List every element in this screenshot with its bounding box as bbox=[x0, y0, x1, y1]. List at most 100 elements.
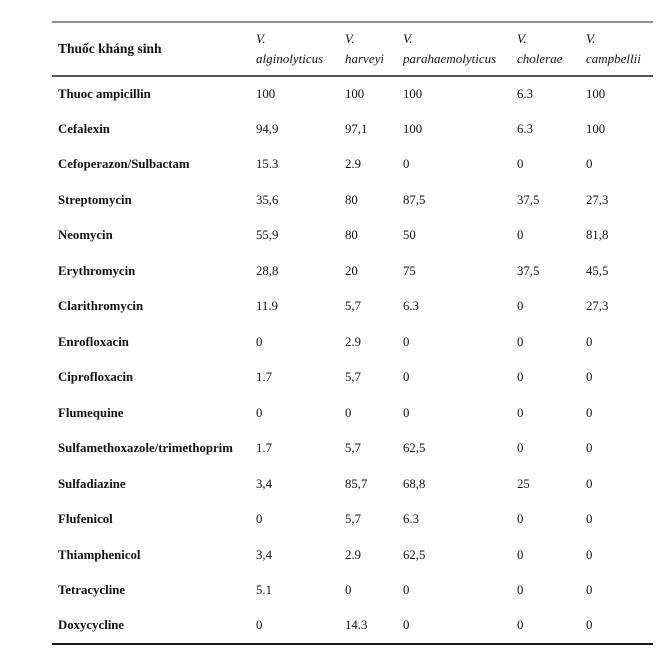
table-row: Sulfamethoxazole/trimethoprim 1.7 5,7 62… bbox=[52, 431, 653, 467]
value-cell: 1.7 bbox=[256, 370, 272, 385]
value-cell: 0 bbox=[586, 618, 593, 633]
value-cell: 6.3 bbox=[517, 86, 533, 101]
value-cell: 5,7 bbox=[345, 441, 361, 456]
value-cell: 5,7 bbox=[345, 299, 361, 314]
value-cell: 0 bbox=[586, 476, 593, 491]
column-header-species-harveyi: V. harveyi bbox=[345, 22, 403, 77]
value-cell: 0 bbox=[586, 583, 593, 598]
table-row: Cefalexin 94,9 97,1 100 6.3 100 bbox=[52, 112, 653, 148]
value-cell: 0 bbox=[517, 299, 524, 314]
column-header-species-parahaemolyticus: V. parahaemolyticus bbox=[403, 22, 517, 77]
table-row: Ciprofloxacin 1.7 5,7 0 0 0 bbox=[52, 360, 653, 396]
value-cell: 0 bbox=[517, 512, 524, 527]
species-genus: V. bbox=[403, 31, 413, 46]
species-name: harveyi bbox=[345, 51, 384, 66]
value-cell: 80 bbox=[345, 192, 358, 207]
value-cell: 0 bbox=[256, 512, 263, 527]
antibiotic-name: Cefalexin bbox=[58, 121, 110, 136]
value-cell: 5.1 bbox=[256, 583, 272, 598]
value-cell: 27,3 bbox=[586, 192, 609, 207]
value-cell: 68,8 bbox=[403, 476, 426, 491]
value-cell: 0 bbox=[403, 583, 410, 598]
antibiotic-susceptibility-table: Thuốc kháng sinh V. alginolyticus V. har… bbox=[52, 21, 653, 645]
antibiotic-name: Cefoperazon/Sulbactam bbox=[58, 157, 190, 172]
value-cell: 0 bbox=[586, 512, 593, 527]
value-cell: 15.3 bbox=[256, 157, 279, 172]
value-cell: 100 bbox=[586, 121, 606, 136]
value-cell: 0 bbox=[256, 405, 263, 420]
table-row: Thiamphenicol 3,4 2.9 62,5 0 0 bbox=[52, 538, 653, 574]
value-cell: 0 bbox=[403, 618, 410, 633]
value-cell: 2.9 bbox=[345, 334, 361, 349]
table-row: Thuoc ampicillin 100 100 100 6.3 100 bbox=[52, 76, 653, 112]
table-row: Doxycycline 0 14.3 0 0 0 bbox=[52, 609, 653, 645]
value-cell: 37,5 bbox=[517, 263, 540, 278]
value-cell: 11.9 bbox=[256, 299, 278, 314]
value-cell: 0 bbox=[586, 405, 593, 420]
antibiotic-name: Sulfadiazine bbox=[58, 476, 126, 491]
value-cell: 0 bbox=[256, 618, 263, 633]
species-genus: V. bbox=[586, 31, 596, 46]
value-cell: 0 bbox=[345, 583, 352, 598]
value-cell: 25 bbox=[517, 476, 530, 491]
value-cell: 45,5 bbox=[586, 263, 609, 278]
species-name: campbellii bbox=[586, 51, 641, 66]
value-cell: 0 bbox=[517, 334, 524, 349]
antibiotic-name: Ciprofloxacin bbox=[58, 370, 134, 385]
value-cell: 0 bbox=[586, 547, 593, 562]
species-name: parahaemolyticus bbox=[403, 51, 497, 66]
value-cell: 0 bbox=[586, 157, 593, 172]
table-row: Neomycin 55,9 80 50 0 81,8 bbox=[52, 218, 653, 254]
value-cell: 3,4 bbox=[256, 547, 272, 562]
antibiotic-name: Clarithromycin bbox=[58, 299, 144, 314]
value-cell: 35,6 bbox=[256, 192, 279, 207]
value-cell: 0 bbox=[517, 583, 524, 598]
value-cell: 3,4 bbox=[256, 476, 272, 491]
table-row: Flufenicol 0 5,7 6.3 0 0 bbox=[52, 502, 653, 538]
species-genus: V. bbox=[345, 31, 355, 46]
species-genus: V. bbox=[517, 31, 527, 46]
value-cell: 0 bbox=[517, 405, 524, 420]
value-cell: 2.9 bbox=[345, 547, 361, 562]
table-row: Tetracycline 5.1 0 0 0 0 bbox=[52, 573, 653, 609]
species-name: alginolyticus bbox=[256, 51, 324, 66]
value-cell: 97,1 bbox=[345, 121, 368, 136]
antibiotic-name: Doxycycline bbox=[58, 618, 125, 633]
table-row: Cefoperazon/Sulbactam 15.3 2.9 0 0 0 bbox=[52, 147, 653, 183]
value-cell: 6.3 bbox=[403, 299, 419, 314]
table-row: Erythromycin 28,8 20 75 37,5 45,5 bbox=[52, 254, 653, 290]
antibiotic-name: Thiamphenicol bbox=[58, 547, 141, 562]
table-row: Enrofloxacin 0 2.9 0 0 0 bbox=[52, 325, 653, 361]
value-cell: 0 bbox=[345, 405, 352, 420]
value-cell: 0 bbox=[517, 228, 524, 243]
value-cell: 14.3 bbox=[345, 618, 368, 633]
value-cell: 5,7 bbox=[345, 370, 361, 385]
value-cell: 28,8 bbox=[256, 263, 279, 278]
column-header-antibiotic: Thuốc kháng sinh bbox=[52, 22, 256, 77]
value-cell: 0 bbox=[403, 405, 410, 420]
value-cell: 27,3 bbox=[586, 299, 609, 314]
value-cell: 6.3 bbox=[403, 512, 419, 527]
value-cell: 100 bbox=[403, 121, 423, 136]
value-cell: 0 bbox=[517, 441, 524, 456]
value-cell: 50 bbox=[403, 228, 416, 243]
value-cell: 0 bbox=[403, 157, 410, 172]
value-cell: 94,9 bbox=[256, 121, 279, 136]
value-cell: 100 bbox=[345, 86, 365, 101]
value-cell: 20 bbox=[345, 263, 358, 278]
value-cell: 37,5 bbox=[517, 192, 540, 207]
table-row: Streptomycin 35,6 80 87,5 37,5 27,3 bbox=[52, 183, 653, 219]
value-cell: 80 bbox=[345, 228, 358, 243]
value-cell: 0 bbox=[256, 334, 263, 349]
column-header-species-cholerae: V. cholerae bbox=[517, 22, 586, 77]
value-cell: 1.7 bbox=[256, 441, 272, 456]
antibiotic-name: Neomycin bbox=[58, 228, 113, 243]
antibiotic-name: Flumequine bbox=[58, 405, 124, 420]
value-cell: 0 bbox=[586, 370, 593, 385]
value-cell: 0 bbox=[586, 334, 593, 349]
value-cell: 0 bbox=[517, 157, 524, 172]
column-header-species-alginolyticus: V. alginolyticus bbox=[256, 22, 345, 77]
value-cell: 62,5 bbox=[403, 547, 426, 562]
value-cell: 2.9 bbox=[345, 157, 361, 172]
